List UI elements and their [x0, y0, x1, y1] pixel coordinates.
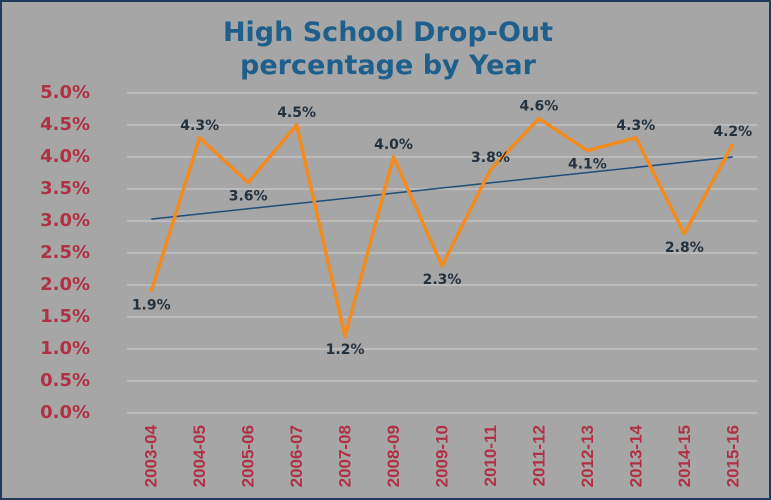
- x-tick-label: 2007-08: [336, 425, 355, 487]
- x-tick-label: 2011-12: [529, 425, 548, 486]
- y-tick-label: 3.0%: [40, 210, 90, 231]
- x-tick-label: 2012-13: [578, 425, 597, 487]
- x-tick-label: 2013-14: [626, 424, 645, 487]
- data-label: 4.1%: [568, 157, 607, 173]
- x-tick-label: 2010-11: [481, 425, 500, 486]
- data-label: 4.3%: [180, 118, 219, 134]
- trendline: [151, 156, 733, 220]
- y-tick-label: 2.5%: [40, 242, 90, 263]
- y-tick-label: 5.0%: [40, 82, 90, 103]
- data-label: 3.8%: [471, 150, 510, 166]
- x-tick-label: 2015-16: [723, 425, 742, 487]
- y-tick-label: 2.0%: [40, 274, 90, 295]
- x-tick-label: 2006-07: [287, 425, 306, 487]
- data-label: 4.5%: [277, 105, 316, 121]
- data-label: 1.2%: [326, 342, 365, 358]
- y-tick-label: 0.5%: [40, 370, 90, 391]
- data-label: 2.3%: [423, 272, 462, 288]
- x-tick-label: 2014-15: [675, 425, 694, 487]
- x-tick-label: 2005-06: [239, 425, 258, 487]
- x-tick-label: 2003-04: [142, 424, 161, 487]
- y-tick-label: 4.5%: [40, 114, 90, 135]
- data-label: 1.9%: [132, 297, 171, 313]
- data-label: 2.8%: [665, 240, 704, 256]
- data-label: 4.2%: [713, 124, 752, 140]
- y-tick-label: 4.0%: [40, 146, 90, 167]
- data-line: [149, 116, 735, 338]
- y-tick-label: 1.0%: [40, 338, 90, 359]
- data-label: 4.3%: [616, 118, 655, 134]
- data-label: 4.6%: [520, 99, 559, 115]
- data-label: 3.6%: [229, 189, 268, 205]
- data-label: 4.0%: [374, 137, 413, 153]
- chart-title: High School Drop-Out percentage by Year: [222, 17, 554, 81]
- y-tick-label: 0.0%: [40, 402, 90, 423]
- x-tick-label: 2004-05: [190, 425, 209, 487]
- x-tick-label: 2009-10: [432, 425, 451, 487]
- y-tick-label: 1.5%: [40, 306, 90, 327]
- x-tick-label: 2008-09: [384, 425, 403, 487]
- y-tick-label: 3.5%: [40, 178, 90, 199]
